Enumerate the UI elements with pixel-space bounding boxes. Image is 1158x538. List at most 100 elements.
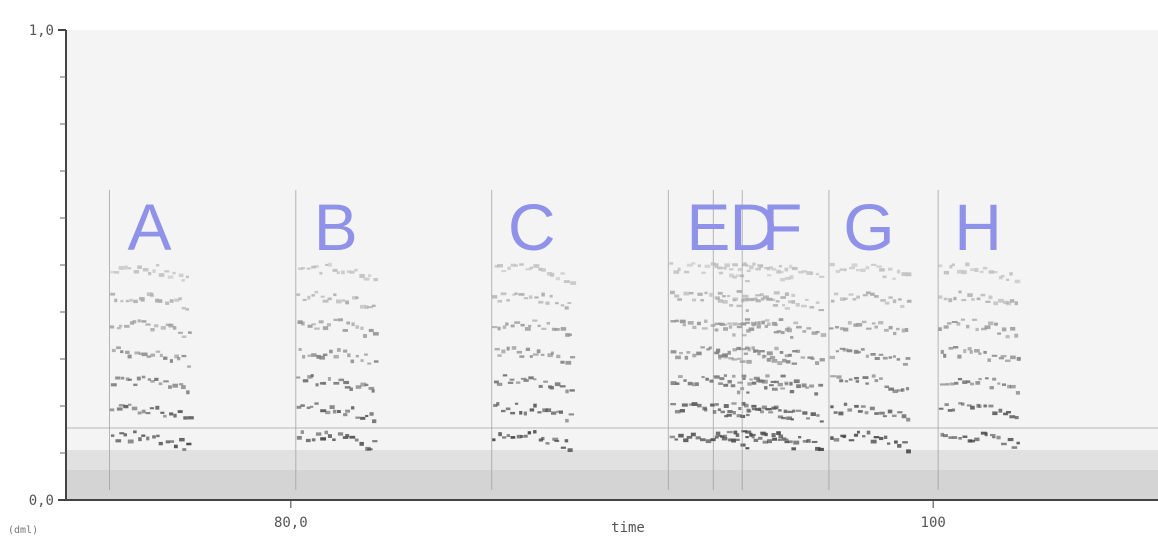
harmonic-mark <box>532 353 539 356</box>
harmonic-mark <box>346 270 351 273</box>
harmonic-mark <box>747 382 752 386</box>
harmonic-mark <box>771 387 778 391</box>
harmonic-mark <box>774 346 779 351</box>
harmonic-mark <box>878 353 884 356</box>
harmonic-mark <box>127 403 132 406</box>
harmonic-mark <box>556 354 561 359</box>
harmonic-mark <box>965 262 970 267</box>
harmonic-mark <box>753 376 760 380</box>
harmonic-mark <box>980 431 987 435</box>
harmonic-mark <box>320 437 326 441</box>
harmonic-mark <box>791 300 796 304</box>
harmonic-mark <box>873 436 880 439</box>
harmonic-mark <box>546 322 551 325</box>
harmonic-mark <box>747 410 752 413</box>
harmonic-mark <box>528 376 534 380</box>
harmonic-mark <box>349 387 353 391</box>
harmonic-mark <box>745 447 750 450</box>
harmonic-mark <box>776 330 782 333</box>
harmonic-mark <box>363 277 370 281</box>
harmonic-mark <box>951 408 956 412</box>
harmonic-mark <box>800 356 806 359</box>
harmonic-mark <box>138 437 142 442</box>
harmonic-mark <box>975 327 979 332</box>
y-tick-label: 0,0 <box>29 493 54 509</box>
harmonic-mark <box>570 281 577 285</box>
harmonic-mark <box>730 384 736 388</box>
harmonic-mark <box>127 378 132 381</box>
harmonic-mark <box>740 443 746 447</box>
harmonic-mark <box>1014 279 1021 284</box>
harmonic-mark <box>761 432 766 436</box>
harmonic-mark <box>949 382 955 386</box>
harmonic-mark <box>541 292 545 297</box>
harmonic-mark <box>983 350 987 354</box>
harmonic-mark <box>529 408 535 412</box>
harmonic-mark <box>355 296 359 299</box>
harmonic-mark <box>534 296 539 299</box>
harmonic-mark <box>491 295 498 299</box>
harmonic-mark <box>717 266 723 270</box>
harmonic-mark <box>829 262 835 267</box>
harmonic-mark <box>1001 383 1007 386</box>
harmonic-mark <box>773 405 779 409</box>
harmonic-mark <box>998 298 1004 303</box>
harmonic-mark <box>871 322 876 325</box>
harmonic-mark <box>174 298 180 302</box>
harmonic-mark <box>686 263 693 267</box>
harmonic-mark <box>372 419 377 424</box>
harmonic-mark <box>943 434 948 438</box>
harmonic-mark <box>528 295 533 299</box>
harmonic-mark <box>961 270 967 275</box>
harmonic-mark <box>297 267 304 271</box>
harmonic-mark <box>747 347 751 352</box>
harmonic-mark <box>538 300 544 304</box>
harmonic-mark <box>751 381 757 385</box>
harmonic-mark <box>784 327 790 332</box>
harmonic-mark <box>701 327 708 330</box>
harmonic-mark <box>543 380 548 383</box>
harmonic-mark <box>962 380 968 385</box>
harmonic-mark <box>760 264 764 268</box>
harmonic-mark <box>506 299 510 302</box>
plot-background <box>66 30 1158 500</box>
harmonic-mark <box>187 331 192 334</box>
harmonic-mark <box>713 263 719 266</box>
harmonic-mark <box>131 406 138 411</box>
harmonic-mark <box>1000 274 1005 278</box>
harmonic-mark <box>843 327 849 332</box>
harmonic-mark <box>976 297 981 301</box>
harmonic-mark <box>757 351 761 356</box>
harmonic-mark <box>766 357 771 362</box>
harmonic-mark <box>181 385 186 390</box>
harmonic-mark <box>992 436 996 439</box>
harmonic-mark <box>879 436 884 441</box>
harmonic-mark <box>870 292 875 296</box>
y-tick-label: 1,0 <box>29 23 54 39</box>
harmonic-mark <box>938 264 943 268</box>
harmonic-mark <box>732 299 737 302</box>
harmonic-mark <box>764 432 768 437</box>
harmonic-mark <box>311 438 316 442</box>
harmonic-mark <box>745 413 750 417</box>
harmonic-mark <box>723 404 729 408</box>
harmonic-mark <box>355 385 362 389</box>
harmonic-mark <box>874 356 880 360</box>
harmonic-mark <box>695 382 699 386</box>
harmonic-mark <box>507 266 511 271</box>
harmonic-mark <box>549 294 553 298</box>
harmonic-mark <box>751 346 755 350</box>
harmonic-mark <box>109 408 115 412</box>
harmonic-mark <box>802 411 808 415</box>
harmonic-mark <box>525 347 531 352</box>
harmonic-mark <box>552 437 559 441</box>
harmonic-mark <box>773 331 780 334</box>
harmonic-mark <box>519 355 525 358</box>
harmonic-mark <box>723 323 727 326</box>
harmonic-mark <box>683 379 687 382</box>
harmonic-mark <box>811 440 818 444</box>
harmonic-mark <box>801 383 807 388</box>
harmonic-mark <box>302 379 309 383</box>
harmonic-mark <box>567 333 572 336</box>
harmonic-mark <box>554 382 561 387</box>
